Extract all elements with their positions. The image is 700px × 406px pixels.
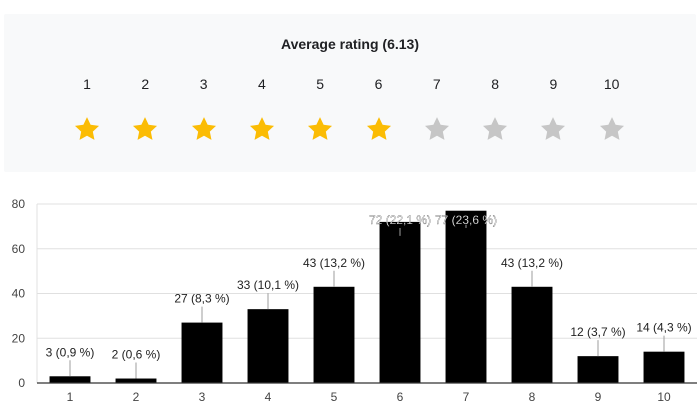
x-tick-label-4: 4	[265, 390, 272, 404]
filled-star-icon[interactable]	[248, 115, 276, 143]
rating-scale-8: 8	[491, 76, 499, 92]
empty-star-icon[interactable]	[481, 115, 509, 143]
x-tick-label-1: 1	[67, 390, 74, 404]
empty-star-icon[interactable]	[598, 115, 626, 143]
y-tick-label-40: 40	[12, 287, 26, 301]
x-tick-label-8: 8	[529, 390, 536, 404]
average-rating-title: Average rating (6.13)	[281, 36, 419, 52]
data-label-9: 12 (3,7 %)	[570, 325, 625, 339]
x-tick-label-6: 6	[397, 390, 404, 404]
data-label-5: 43 (13,2 %)	[303, 256, 365, 270]
data-label-2: 2 (0,6 %)	[112, 348, 161, 362]
x-tick-label-7: 7	[463, 390, 470, 404]
x-tick-label-9: 9	[595, 390, 602, 404]
data-label-4: 33 (10,1 %)	[237, 278, 299, 292]
y-tick-label-20: 20	[12, 331, 26, 345]
rating-distribution-chart: 0 20 40 60 80 3 (0,9 %) 1 2 (0,6 %) 2 27 (8,3 %) 3…	[12, 197, 697, 404]
data-label-7: 77 (23,6 %)	[435, 213, 497, 227]
rating-scale-5: 5	[316, 76, 325, 92]
rating-scale-2: 2	[141, 76, 150, 92]
bar-10	[643, 351, 685, 383]
filled-star-icon[interactable]	[306, 115, 334, 143]
filled-star-icon[interactable]	[73, 115, 101, 143]
data-label-10: 14 (4,3 %)	[636, 321, 691, 335]
rating-scale-3: 3	[199, 76, 208, 92]
data-label-8: 43 (13,2 %)	[501, 256, 563, 270]
empty-star-icon[interactable]	[423, 115, 451, 143]
rating-scale-4: 4	[257, 76, 266, 92]
x-tick-label-10: 10	[657, 390, 671, 404]
rating-scale-10: 10	[603, 76, 620, 92]
bar-6	[379, 221, 421, 383]
filled-star-icon[interactable]	[131, 115, 159, 143]
rating-scale-6: 6	[374, 76, 383, 92]
data-label-6: 72 (22,1 %)	[369, 213, 431, 227]
filled-star-icon[interactable]	[365, 115, 393, 143]
empty-star-icon[interactable]	[539, 115, 567, 143]
bar-2	[115, 378, 157, 383]
bar-9	[577, 356, 619, 383]
bar-1	[49, 376, 91, 383]
rating-panel: Average rating (6.13) 1 2 3 4 5 6 7 8 9 10	[4, 14, 696, 172]
y-tick-label-80: 80	[12, 197, 26, 211]
x-tick-label-3: 3	[199, 390, 206, 404]
bar-7	[445, 210, 487, 383]
x-tick-label-2: 2	[133, 390, 140, 404]
rating-scale-7: 7	[432, 76, 441, 92]
bar-3	[181, 322, 223, 383]
y-tick-label-0: 0	[18, 376, 25, 390]
bar-5	[313, 286, 355, 383]
x-tick-label-5: 5	[331, 390, 338, 404]
y-tick-label-60: 60	[12, 242, 26, 256]
bar-4	[247, 309, 289, 383]
bar-8	[511, 286, 553, 383]
data-label-1: 3 (0,9 %)	[46, 345, 95, 359]
data-label-3: 27 (8,3 %)	[174, 292, 229, 306]
rating-scale-1: 1	[83, 76, 91, 92]
filled-star-icon[interactable]	[190, 115, 218, 143]
rating-scale-9: 9	[549, 76, 558, 92]
